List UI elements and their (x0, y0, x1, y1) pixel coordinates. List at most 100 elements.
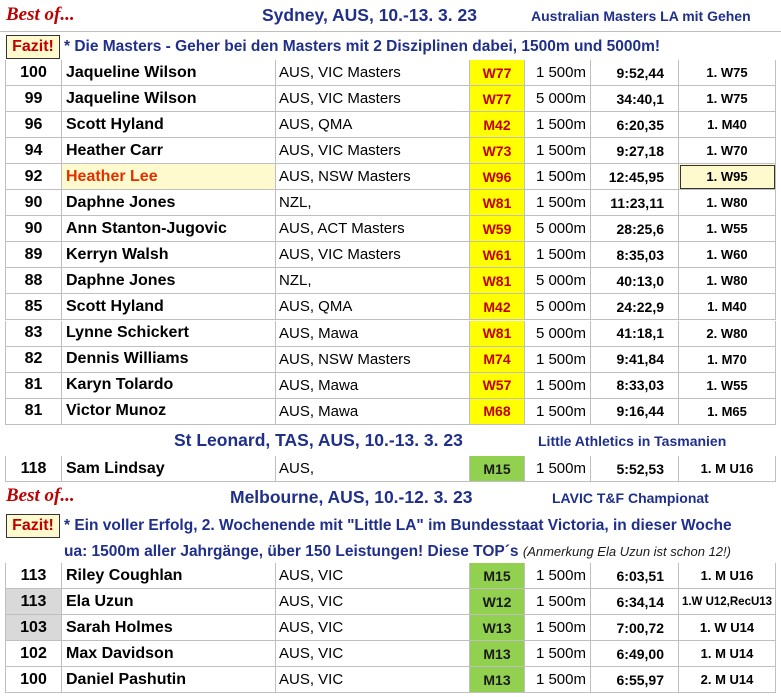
cell-class: W12 (470, 589, 525, 615)
cell-time: 8:35,03 (591, 242, 679, 269)
cell-place: 1. W55 (679, 372, 776, 399)
cell-club: AUS, VIC (276, 563, 470, 589)
cell-points: 113 (5, 563, 62, 589)
cell-time: 11:23,11 (591, 190, 679, 217)
cell-dist: 1 500m (525, 60, 591, 87)
cell-dist: 1 500m (525, 164, 591, 191)
venue-title-st-leonard: St Leonard, TAS, AUS, 10.-13. 3. 23 (174, 430, 463, 450)
table-row: 82 Dennis Williams AUS, NSW Masters M74 1 50… (0, 346, 781, 373)
cell-club: NZL, (276, 190, 470, 217)
cell-club: AUS, QMA (276, 294, 470, 321)
cell-place: 1. M U14 (679, 641, 776, 667)
cell-time: 40:13,0 (591, 268, 679, 295)
meeting-subtitle-st-leonard: Little Athletics in Tasmanien (538, 433, 727, 449)
cell-place: 1. W95 (679, 164, 776, 191)
cell-time: 6:55,97 (591, 667, 679, 693)
table-row: 113 Riley Coughlan AUS, VIC M15 1 500m 6:03,5… (0, 563, 781, 589)
cell-dist: 5 000m (525, 320, 591, 347)
table-row: 81 Victor Munoz AUS, Mawa M68 1 500m 9:16,44 1… (0, 398, 781, 425)
cell-class: M68 (470, 398, 525, 425)
cell-dist: 1 500m (525, 190, 591, 217)
cell-class: W13 (470, 615, 525, 641)
cell-name: Heather Lee (62, 164, 276, 191)
cell-class: M42 (470, 112, 525, 139)
cell-points: 85 (5, 294, 62, 321)
cell-class: M13 (470, 641, 525, 667)
cell-points: 90 (5, 190, 62, 217)
cell-club: AUS, Mawa (276, 372, 470, 399)
cell-place: 1. W55 (679, 216, 776, 243)
cell-place: 1.W U12,RecU13 (679, 589, 776, 615)
table-row: 88 Daphne Jones NZL, W81 5 000m 40:13,0 1. W80 (0, 268, 781, 295)
cell-place: 1. W U14 (679, 615, 776, 641)
cell-class: W61 (470, 242, 525, 269)
cell-name: Max Davidson (62, 641, 276, 667)
cell-time: 9:16,44 (591, 398, 679, 425)
cell-place: 1. M U16 (679, 456, 776, 482)
table-row: 83 Lynne Schickert AUS, Mawa W81 5 000m 41:18… (0, 320, 781, 347)
cell-time: 7:00,72 (591, 615, 679, 641)
cell-points: 82 (5, 346, 62, 373)
cell-dist: 5 000m (525, 86, 591, 113)
cell-time: 9:41,84 (591, 346, 679, 373)
note-text: ua: 1500m aller Jahrgänge, über 150 Leis… (64, 543, 519, 560)
cell-time: 41:18,1 (591, 320, 679, 347)
note-line: * Ein voller Erfolg, 2. Wochenende mit "… (64, 517, 732, 534)
cell-name: Heather Carr (62, 138, 276, 165)
table-row: 94 Heather Carr AUS, VIC Masters W73 1 500m 9… (0, 138, 781, 165)
cell-club: AUS, NSW Masters (276, 164, 470, 191)
table-row: 103 Sarah Holmes AUS, VIC W13 1 500m 7:00,72 1… (0, 615, 781, 641)
cell-points: 81 (5, 398, 62, 425)
cell-time: 9:27,18 (591, 138, 679, 165)
table-row: 92 Heather Lee AUS, NSW Masters W96 1 500m 12… (0, 164, 781, 191)
note-line: ua: 1500m aller Jahrgänge, über 150 Leis… (64, 543, 731, 561)
table-row: 118 Sam Lindsay AUS, M15 1 500m 5:52,53 1. M U… (0, 456, 781, 482)
cell-points: 92 (5, 164, 62, 191)
cell-club: AUS, NSW Masters (276, 346, 470, 373)
table-row: 89 Kerryn Walsh AUS, VIC Masters W61 1 500m 8… (0, 242, 781, 269)
cell-points: 103 (5, 615, 62, 641)
cell-points: 102 (5, 641, 62, 667)
cell-class: W81 (470, 268, 525, 295)
cell-name: Kerryn Walsh (62, 242, 276, 269)
table-row: 113 Ela Uzun AUS, VIC W12 1 500m 6:34,14 1.W U… (0, 589, 781, 615)
table-row: 96 Scott Hyland AUS, QMA M42 1 500m 6:20,35 1.… (0, 112, 781, 139)
cell-club: AUS, VIC (276, 589, 470, 615)
table-row: 85 Scott Hyland AUS, QMA M42 5 000m 24:22,9 1.… (0, 294, 781, 321)
cell-dist: 1 500m (525, 398, 591, 425)
table-row: 81 Karyn Tolardo AUS, Mawa W57 1 500m 8:33,03… (0, 372, 781, 399)
cell-class: M13 (470, 667, 525, 693)
cell-name: Jaqueline Wilson (62, 60, 276, 87)
cell-club: AUS, QMA (276, 112, 470, 139)
cell-points: 81 (5, 372, 62, 399)
cell-place: 1. W75 (679, 86, 776, 113)
cell-dist: 1 500m (525, 138, 591, 165)
cell-place: 1. W75 (679, 60, 776, 87)
cell-club: AUS, VIC Masters (276, 86, 470, 113)
cell-name: Lynne Schickert (62, 320, 276, 347)
cell-name: Karyn Tolardo (62, 372, 276, 399)
cell-class: W77 (470, 60, 525, 87)
cell-class: W59 (470, 216, 525, 243)
meeting-subtitle-sydney: Australian Masters LA mit Gehen (531, 8, 751, 24)
cell-points: 94 (5, 138, 62, 165)
cell-place: 2. M U14 (679, 667, 776, 693)
cell-time: 5:52,53 (591, 456, 679, 482)
cell-name: Ann Stanton-Jugovic (62, 216, 276, 243)
cell-dist: 1 500m (525, 346, 591, 373)
cell-points: 89 (5, 242, 62, 269)
table-row: 90 Daphne Jones NZL, W81 1 500m 11:23,11 1. W8… (0, 190, 781, 217)
cell-class: M15 (470, 563, 525, 589)
cell-club: NZL, (276, 268, 470, 295)
table-row: 100 Daniel Pashutin AUS, VIC M13 1 500m 6:55,… (0, 667, 781, 693)
divider (0, 31, 781, 32)
venue-title-sydney: Sydney, AUS, 10.-13. 3. 23 (262, 5, 477, 25)
cell-club: AUS, Mawa (276, 398, 470, 425)
cell-points: 100 (5, 667, 62, 693)
cell-dist: 1 500m (525, 563, 591, 589)
cell-club: AUS, VIC Masters (276, 138, 470, 165)
cell-name: Daphne Jones (62, 268, 276, 295)
cell-dist: 1 500m (525, 615, 591, 641)
cell-name: Victor Munoz (62, 398, 276, 425)
